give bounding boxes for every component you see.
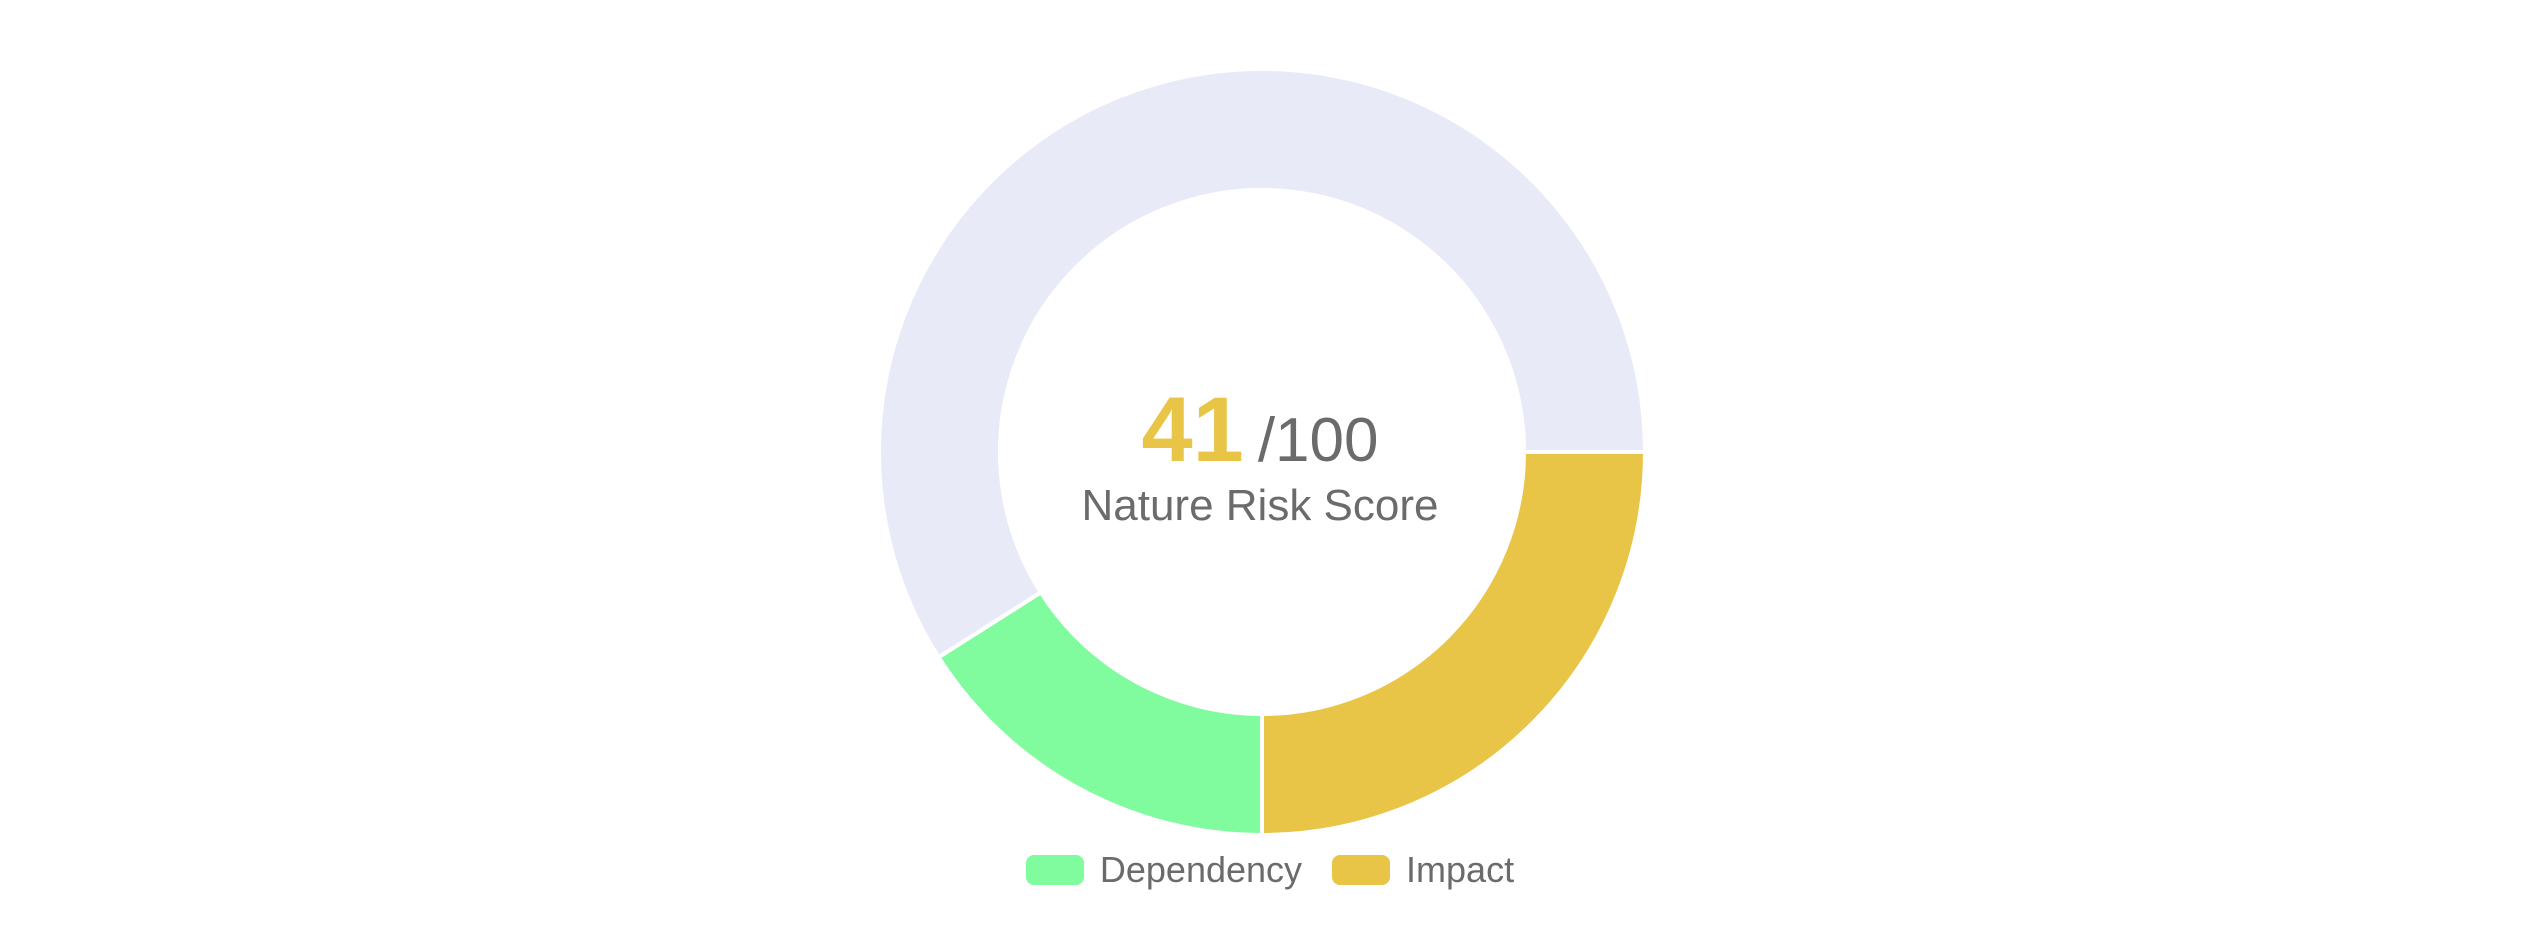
legend-swatch-dependency [1025,855,1084,885]
chart-legend: Dependency Impact [0,845,2540,895]
legend-item-impact[interactable]: Impact [1332,849,1514,891]
score-caption: Nature Risk Score [1081,481,1439,530]
legend-label-impact: Impact [1406,849,1515,890]
donut-segment-remaining[interactable] [877,67,1648,660]
donut-segment-impact[interactable] [1260,450,1648,838]
legend-label-dependency: Dependency [1099,849,1303,890]
legend-item-dependency[interactable]: Dependency [1025,849,1303,891]
score-max: /100 [1257,406,1379,475]
score-value: 41 [1141,379,1244,481]
score-display: 41/100 [1020,375,1500,485]
legend-swatch-impact [1332,855,1391,885]
